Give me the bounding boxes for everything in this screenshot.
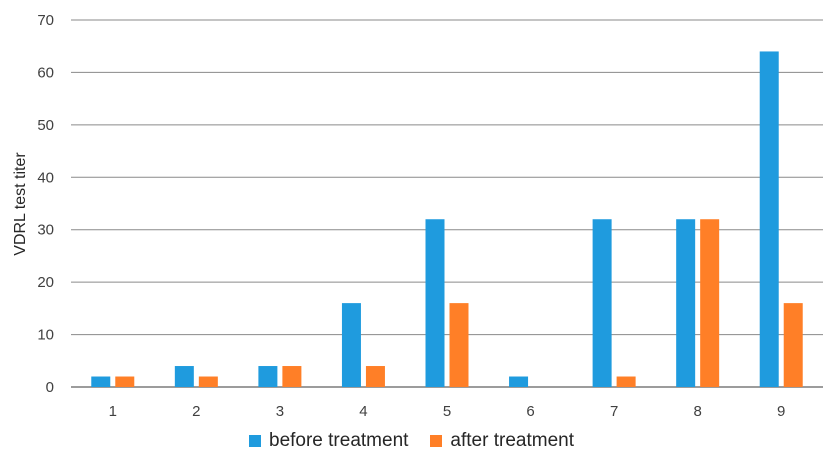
bar-before-8 — [676, 219, 696, 387]
legend-label-after: after treatment — [450, 430, 574, 451]
x-tick-label: 8 — [693, 403, 701, 420]
x-tick-label: 1 — [109, 403, 117, 420]
legend-label-before: before treatment — [269, 430, 409, 451]
x-tick-labels: 1 2 3 4 5 6 7 8 9 — [109, 403, 786, 420]
bar-after-9 — [783, 303, 803, 387]
y-tick-labels: 0 10 20 30 40 50 60 70 — [37, 12, 54, 396]
x-tick-label: 2 — [192, 403, 200, 420]
x-tick-label: 3 — [276, 403, 284, 420]
legend-item-before: before treatment — [249, 430, 408, 452]
x-tick-label: 4 — [359, 403, 367, 420]
bar-before-7 — [592, 219, 612, 387]
bar-before-1 — [91, 376, 111, 387]
y-tick-label: 20 — [37, 274, 54, 291]
y-tick-label: 50 — [37, 117, 54, 134]
bar-before-5 — [425, 219, 445, 387]
y-tick-label: 30 — [37, 222, 54, 239]
y-axis-label: VDRL test titer — [12, 152, 29, 256]
bar-before-4 — [341, 303, 361, 387]
bar-before-2 — [174, 366, 194, 387]
y-tick-label: 10 — [37, 327, 54, 344]
x-tick-label: 7 — [610, 403, 618, 420]
legend-swatch-after — [430, 435, 443, 447]
bar-after-8 — [700, 219, 720, 387]
bar-after-5 — [449, 303, 469, 387]
x-tick-label: 6 — [526, 403, 534, 420]
gridlines — [71, 19, 823, 388]
legend-item-after: after treatment — [430, 430, 574, 452]
x-tick-label: 5 — [443, 403, 451, 420]
bar-before-6 — [509, 376, 529, 387]
bar-before-3 — [258, 366, 278, 387]
bar-after-2 — [198, 376, 218, 387]
bar-after-1 — [115, 376, 135, 387]
y-tick-label: 60 — [37, 64, 54, 81]
bar-chart: 0 10 20 30 40 50 60 70 1 2 3 4 5 6 7 8 9 VDRL test tite… — [12, 12, 823, 420]
x-tick-label: 9 — [777, 403, 785, 420]
y-tick-label: 40 — [37, 169, 54, 186]
bar-after-4 — [365, 366, 385, 387]
y-tick-label: 70 — [37, 12, 54, 29]
legend-swatch-before — [249, 435, 261, 447]
y-tick-label: 0 — [46, 379, 54, 396]
bars — [91, 51, 803, 387]
legend: before treatment after treatment — [0, 429, 823, 453]
bar-after-3 — [282, 366, 302, 387]
bar-after-7 — [616, 376, 636, 387]
bar-before-9 — [759, 51, 779, 387]
